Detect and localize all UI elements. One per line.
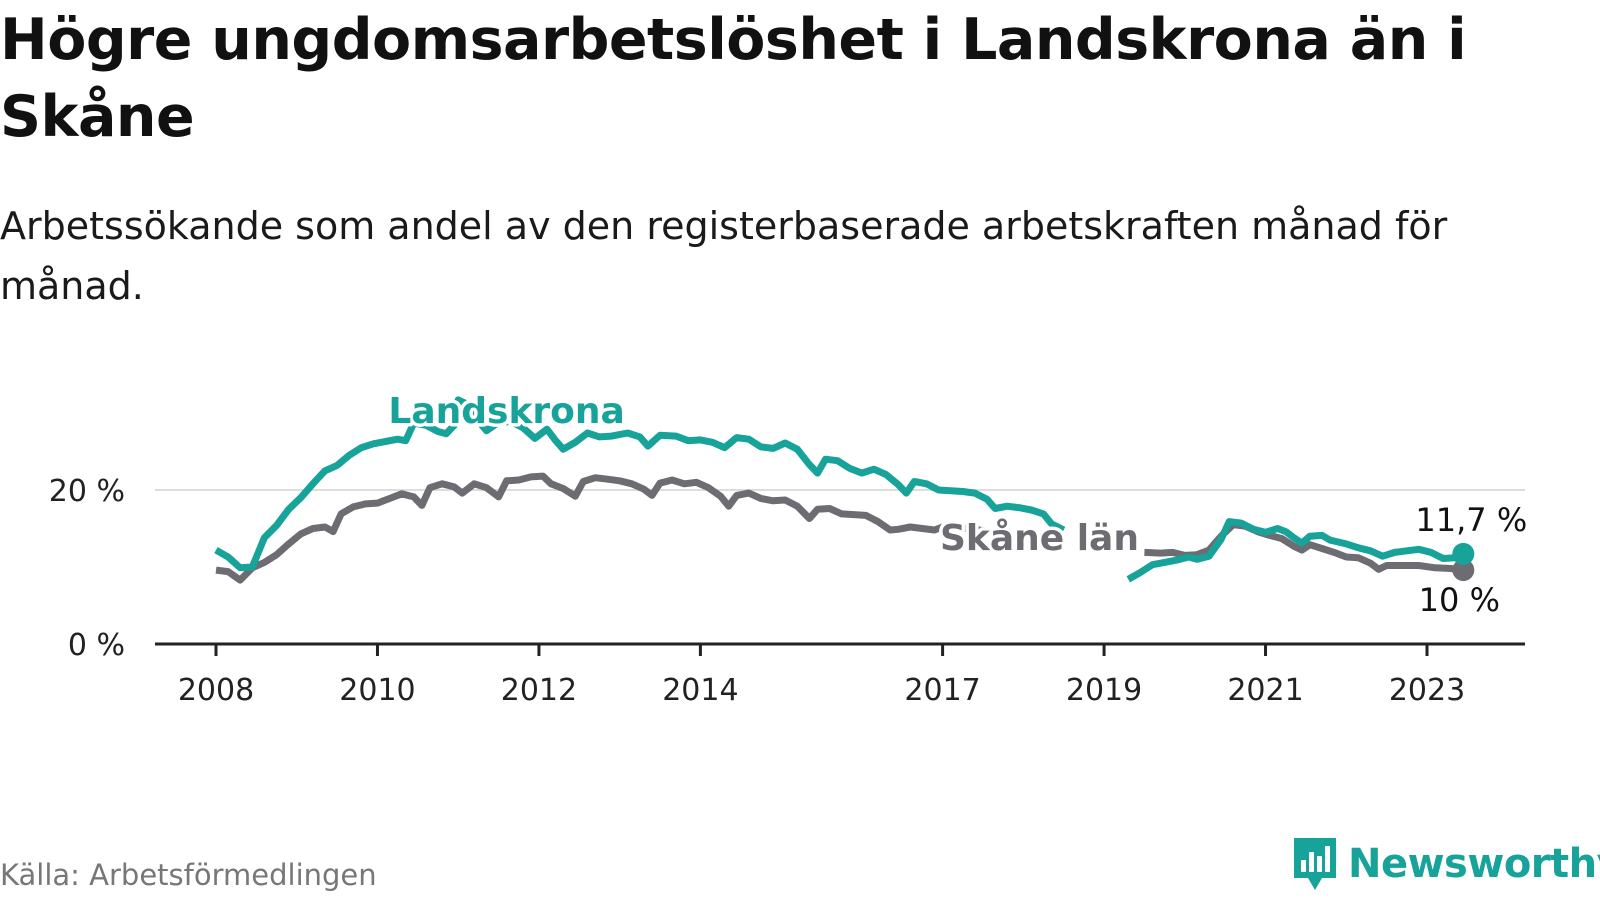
series-line-landskrona-segment-0 bbox=[214, 396, 1066, 572]
label-layer: Landskrona Skåne län 11,7 % 10 % bbox=[385, 388, 1530, 623]
series-layer bbox=[214, 396, 1475, 584]
x-tick-label: 2019 bbox=[1066, 673, 1142, 708]
chart-title: Högre ungdomsarbetslöshet i Landskrona ä… bbox=[0, 7, 1467, 150]
bar-chart-speech-icon bbox=[1294, 838, 1336, 890]
series-line-skane-segment-0 bbox=[215, 472, 992, 584]
brand-logo[interactable]: Newsworthy bbox=[1292, 836, 1600, 892]
y-tick-label: 0 % bbox=[68, 628, 125, 663]
x-tick-label: 2014 bbox=[662, 673, 738, 708]
y-tick-label: 20 % bbox=[49, 474, 125, 509]
x-tick-label: 2012 bbox=[501, 673, 577, 708]
series-line-skane-segment-1 bbox=[1144, 521, 1464, 574]
end-point-landskrona bbox=[1452, 542, 1475, 565]
end-value-label-skane: 10 % bbox=[1419, 581, 1500, 619]
x-tick-label: 2021 bbox=[1227, 673, 1303, 708]
axis-layer: 0 % 20 % 2008 2010 2012 2014 2017 2019 2021 2023 bbox=[49, 474, 1525, 708]
series-label-skane: Skåne län bbox=[940, 518, 1139, 559]
line-chart: 0 %20 %2008 2010 2012 2014 2017 2019 2021 2023 … bbox=[49, 388, 1530, 708]
series-label-landskrona: Landskrona bbox=[388, 391, 624, 432]
end-value-label-landskrona: 11,7 % bbox=[1415, 501, 1527, 539]
end-point-skane bbox=[1452, 559, 1475, 582]
x-tick-label: 2023 bbox=[1389, 673, 1465, 708]
x-tick-label: 2017 bbox=[904, 673, 980, 708]
x-tick-label: 2008 bbox=[178, 673, 254, 708]
chart-subtitle: Arbetssökande som andel av den registerb… bbox=[0, 204, 1448, 308]
x-tick-label: 2010 bbox=[339, 673, 415, 708]
series-line-landskrona-segment-1 bbox=[1126, 518, 1465, 583]
brand-name: Newsworthy bbox=[1348, 841, 1600, 887]
source-note: Källa: Arbetsförmedlingen bbox=[0, 858, 377, 892]
